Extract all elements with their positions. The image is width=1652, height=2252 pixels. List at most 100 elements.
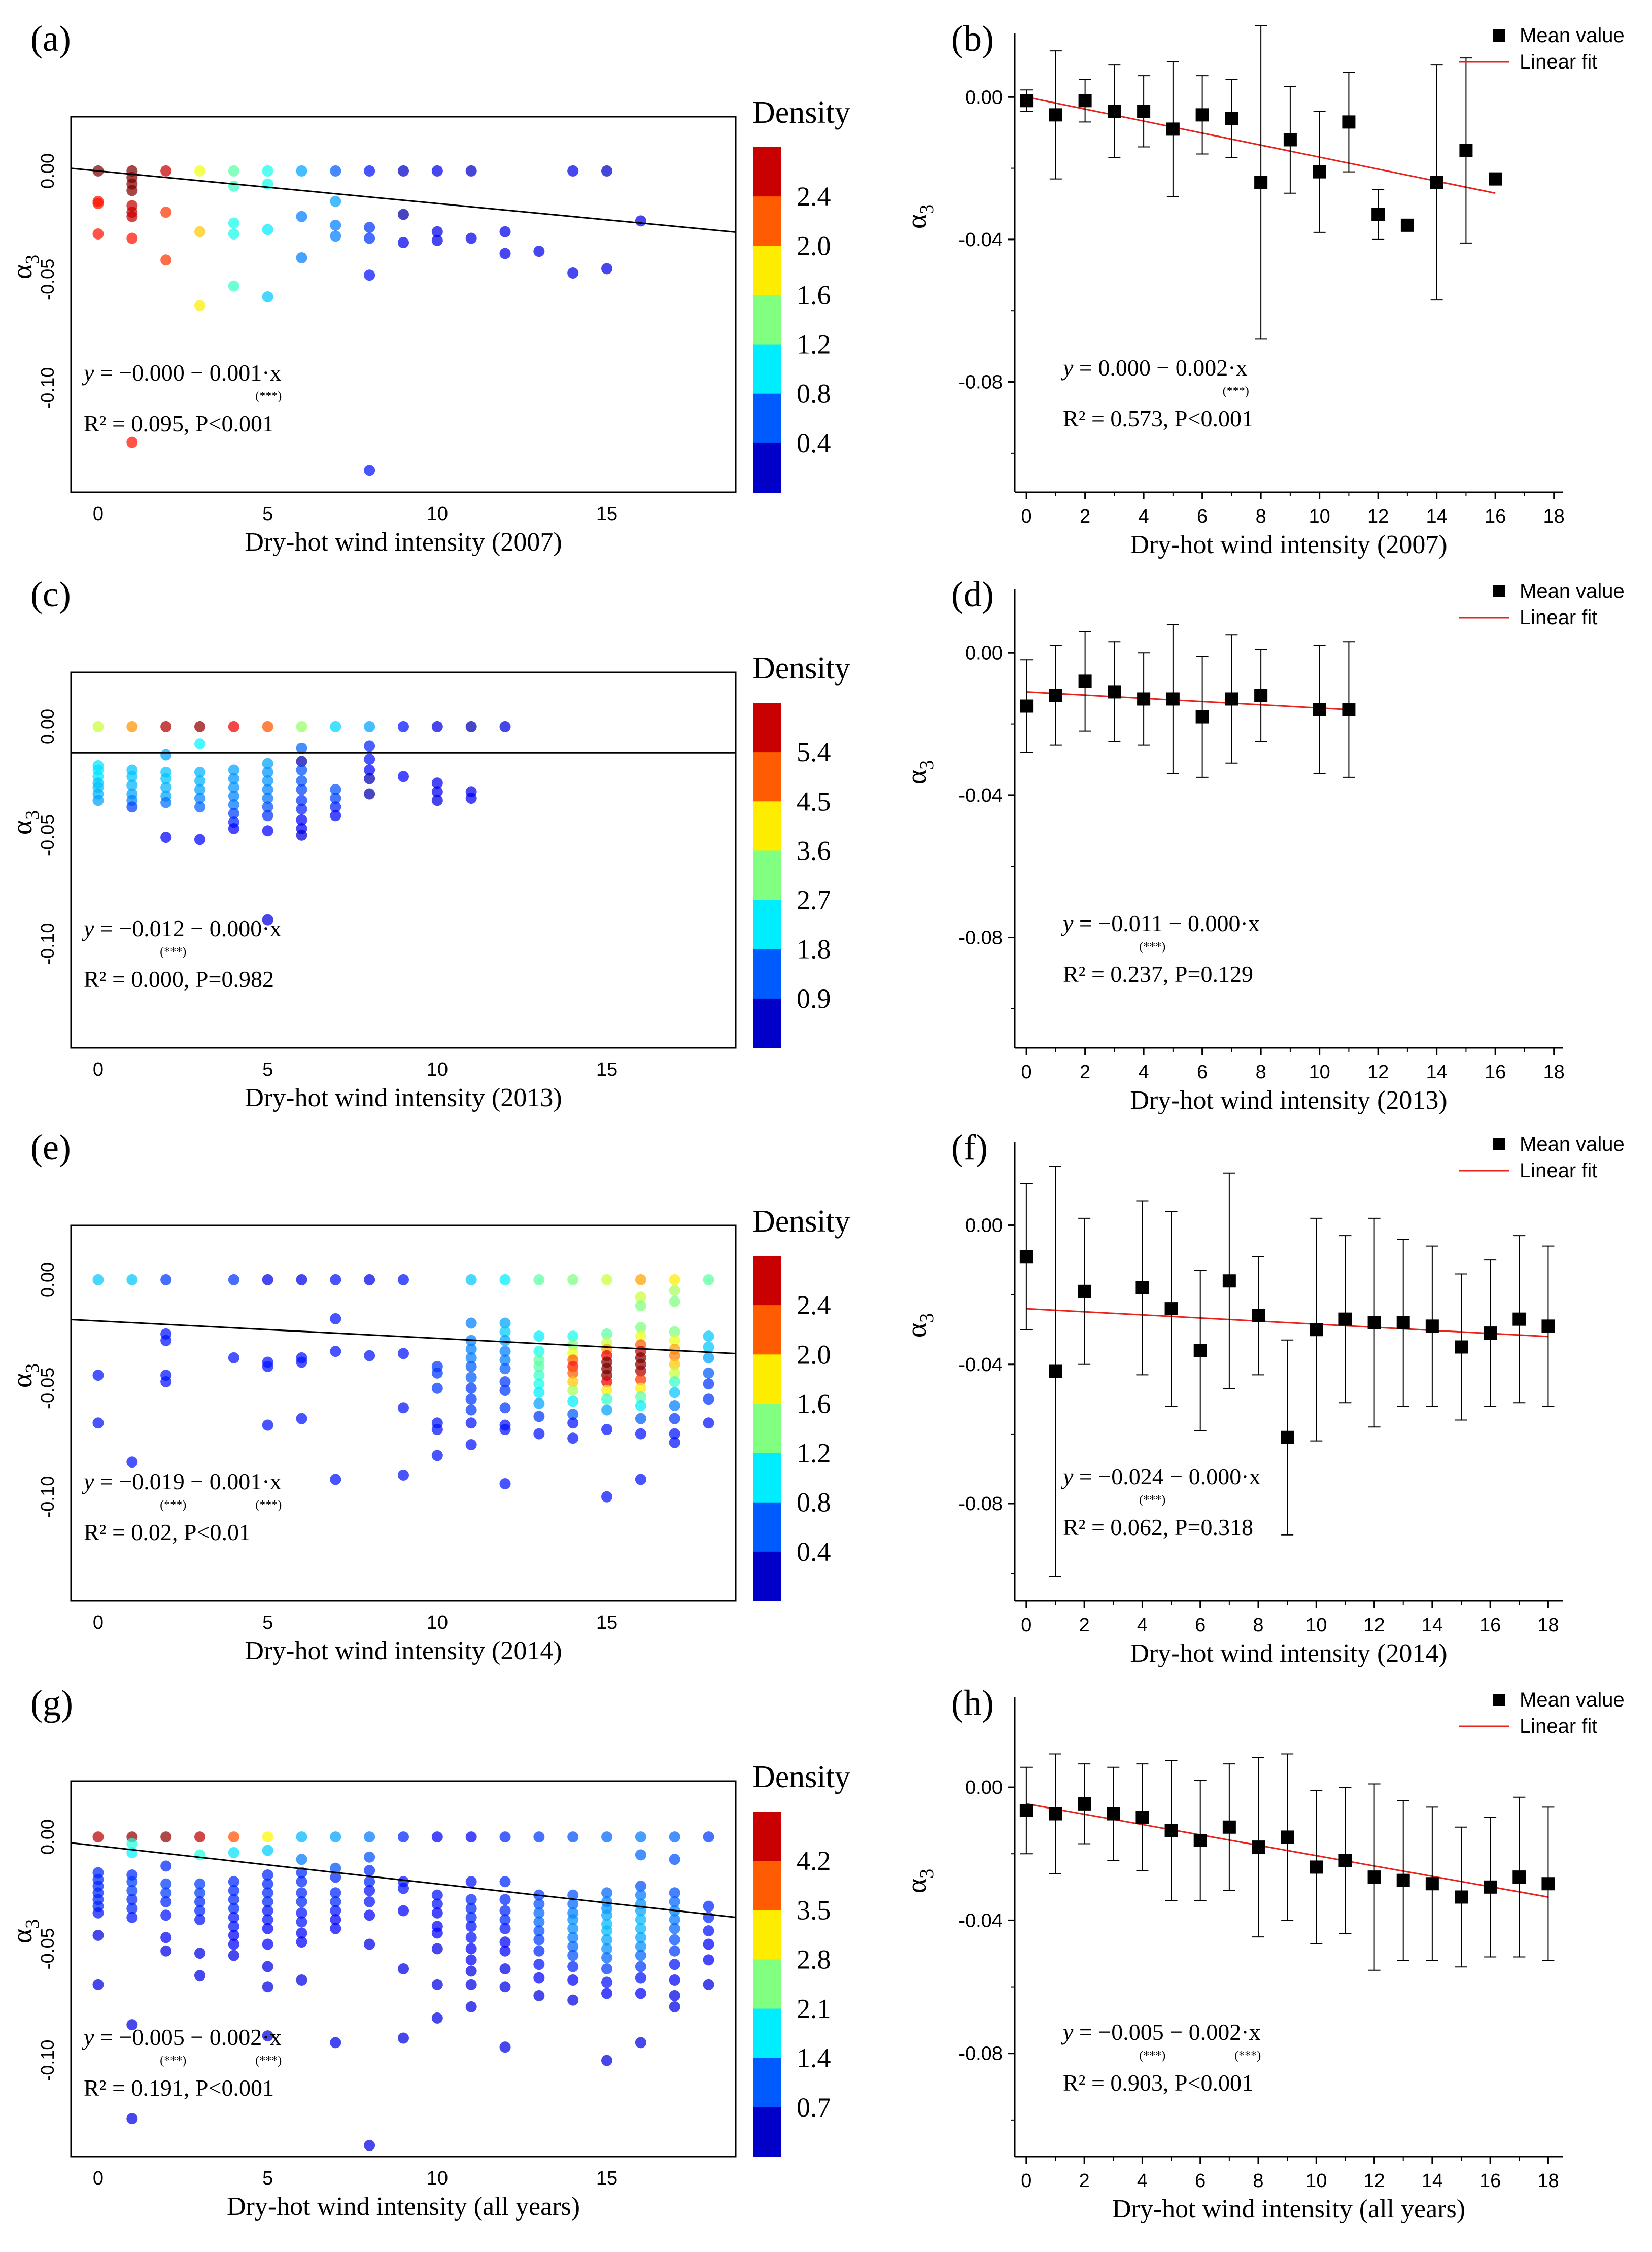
data-point <box>194 1878 205 1890</box>
mean-marker <box>1371 208 1385 221</box>
data-point <box>160 1860 172 1872</box>
data-point <box>262 1274 273 1285</box>
data-point <box>194 1948 205 1959</box>
data-point <box>160 1376 172 1387</box>
data-point <box>635 1330 646 1342</box>
x-tick-label: 4 <box>1139 1062 1149 1083</box>
data-point <box>126 1456 138 1468</box>
data-point <box>262 1914 273 1926</box>
data-point <box>601 1952 613 1963</box>
colorbar-band <box>753 196 781 247</box>
data-point <box>533 1972 545 1984</box>
data-point <box>330 1896 341 1907</box>
data-point <box>160 1945 172 1957</box>
data-point <box>567 1961 579 1972</box>
data-point <box>499 1914 511 1926</box>
mean-marker <box>1195 710 1209 724</box>
mean-marker <box>1164 1302 1178 1316</box>
data-point <box>669 1959 680 1970</box>
x-tick-label: 10 <box>1305 1615 1327 1636</box>
data-point <box>228 764 239 776</box>
data-point <box>635 1881 646 1892</box>
mean-marker <box>1049 108 1062 122</box>
mean-marker <box>1489 172 1502 186</box>
colorbar-tick-label: 0.7 <box>797 2092 831 2123</box>
y-axis-label: α3 <box>7 1919 43 1943</box>
data-point <box>398 165 409 177</box>
data-point <box>228 1274 239 1285</box>
stats-text: R² = 0.573, P<0.001 <box>1063 405 1253 431</box>
colorbar-tick-label: 1.6 <box>797 280 831 310</box>
x-tick-label: 5 <box>262 503 273 525</box>
data-point <box>194 300 205 312</box>
mean-marker <box>1252 1309 1265 1322</box>
points-group <box>71 1831 736 2151</box>
data-point <box>635 1905 646 1917</box>
x-tick-label: 16 <box>1485 506 1506 527</box>
data-point <box>194 1887 205 1899</box>
colorbar: Density 2.4 2.0 1.6 1.2 0.8 0.4 <box>752 95 850 493</box>
data-point <box>601 1976 613 1988</box>
data-point <box>364 1896 375 1907</box>
data-point <box>499 721 511 732</box>
data-point <box>533 1397 545 1409</box>
data-point <box>398 1883 409 1894</box>
data-point <box>635 1374 646 1385</box>
x-tick-label: 6 <box>1195 1615 1206 1636</box>
data-point <box>126 1894 138 1905</box>
data-point <box>567 1923 579 1934</box>
x-tick-label: 18 <box>1543 1062 1565 1083</box>
data-point <box>330 1905 341 1917</box>
data-point <box>364 764 375 776</box>
data-point <box>262 1419 273 1431</box>
mean-marker <box>1396 1316 1410 1329</box>
legend-label: Mean value <box>1520 24 1625 47</box>
data-point <box>635 1413 646 1424</box>
mean-marker <box>1166 692 1180 706</box>
data-point <box>364 269 375 281</box>
equation: y = −0.011 − 0.000·x <box>1061 910 1260 936</box>
data-point <box>296 764 307 776</box>
data-point <box>567 1395 579 1407</box>
data-point <box>567 1385 579 1396</box>
mean-marker <box>1455 1890 1468 1904</box>
data-point <box>262 1896 273 1907</box>
legend: Mean value Linear fit <box>1459 24 1625 73</box>
data-point <box>431 1450 443 1461</box>
data-point <box>296 1974 307 1986</box>
y-tick-label: 0.00 <box>37 709 58 744</box>
x-tick-label: 15 <box>596 2168 617 2189</box>
mean-marker <box>1049 689 1062 702</box>
data-point <box>465 1932 477 1943</box>
data-point <box>262 766 273 778</box>
data-point <box>635 1391 646 1403</box>
colorbar-band <box>753 1502 781 1552</box>
legend: Mean value Linear fit <box>1459 580 1625 629</box>
mean-marker <box>1367 1316 1381 1329</box>
data-point <box>296 829 307 841</box>
data-point <box>262 1981 273 1993</box>
colorbar-tick-label: 1.2 <box>797 1438 831 1469</box>
data-point <box>126 185 138 196</box>
data-point <box>669 2001 680 2012</box>
x-tick-label: 5 <box>262 1612 273 1633</box>
data-point <box>330 801 341 813</box>
panel-h: (h) 0 2 4 6 8 10 12 14 16 18 0.00 -0.04 -0.08 Dry-hot … <box>901 1683 1625 2224</box>
axes-frame <box>70 116 737 493</box>
data-point <box>296 803 307 815</box>
y-tick-label: -0.08 <box>958 928 1003 949</box>
x-tick-label: 16 <box>1479 2170 1501 2192</box>
data-point <box>330 1914 341 1926</box>
colorbar-band <box>753 1959 781 2009</box>
data-point <box>296 1356 307 1368</box>
data-point <box>601 1925 613 1937</box>
data-point <box>398 2032 409 2044</box>
x-tick-label: 0 <box>93 503 104 525</box>
data-point <box>262 1938 273 1950</box>
data-point <box>499 1894 511 1905</box>
colorbar-tick-label: 0.4 <box>797 428 831 458</box>
points-group <box>71 165 736 476</box>
data-point <box>194 1970 205 1982</box>
colorbar-band <box>753 442 781 493</box>
data-point <box>398 1348 409 1359</box>
